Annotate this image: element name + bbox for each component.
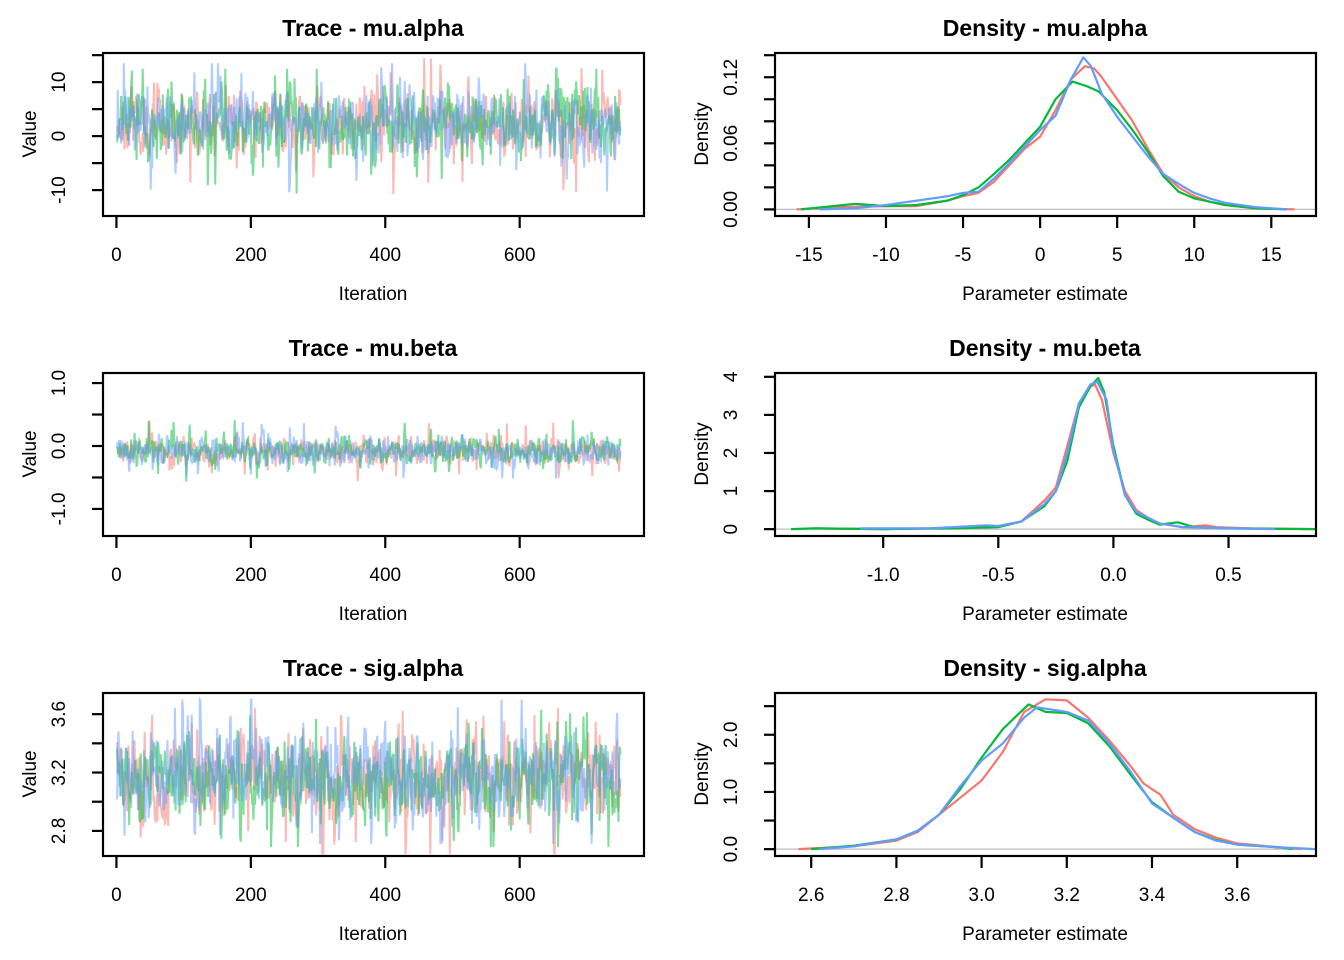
density-line-chain-2: [791, 376, 1316, 531]
density-line-chain-3: [860, 380, 1275, 531]
density-line-chain-3: [819, 706, 1316, 851]
y-axis-label: Value: [20, 430, 41, 477]
x-tick-label: 2.6: [798, 885, 824, 906]
plot-area: [775, 376, 1316, 531]
x-tick-label: 3.0: [968, 885, 994, 906]
y-tick-label: 1: [721, 486, 742, 497]
plot-area: [775, 698, 1316, 851]
plot-frame: [101, 691, 646, 858]
panel-title: Trace - mu.alpha: [282, 15, 464, 41]
x-tick-label: -5: [955, 245, 972, 266]
x-tick-label: -15: [795, 245, 822, 266]
x-tick-label: 400: [369, 245, 401, 266]
y-axis-label: Value: [20, 750, 41, 797]
y-tick-label: 3: [721, 410, 742, 421]
y-tick-label: 4: [721, 371, 742, 382]
panel-title: Density - mu.beta: [949, 335, 1141, 361]
x-axis-label: Parameter estimate: [962, 604, 1128, 625]
x-axis-label: Parameter estimate: [962, 284, 1128, 305]
y-tick-label: 0.00: [721, 191, 742, 228]
x-tick-label: -10: [872, 245, 899, 266]
y-tick-label: 2.8: [49, 818, 70, 844]
panel-trace-mu-beta: Trace - mu.beta Iteration Value 0 200 400 6…: [20, 335, 646, 625]
plot-area: [116, 696, 622, 855]
x-tick-label: 3.2: [1054, 885, 1080, 906]
x-tick-label: -0.5: [982, 565, 1015, 586]
density-line-chain-1: [796, 65, 1295, 211]
panel-density-sig-alpha: Density - sig.alpha Parameter estimate D…: [692, 655, 1318, 945]
plot-frame: [773, 691, 1318, 858]
x-tick-label: 10: [1184, 245, 1205, 266]
panel-title: Trace - mu.beta: [289, 335, 458, 361]
y-axis-label: Density: [692, 742, 713, 806]
y-tick-label: 1.0: [721, 779, 742, 805]
x-axis-label: Iteration: [339, 604, 408, 625]
x-tick-label: 600: [504, 885, 536, 906]
y-tick-label: 2.0: [721, 722, 742, 748]
x-axis-label: Parameter estimate: [962, 924, 1128, 945]
x-tick-label: -1.0: [867, 565, 900, 586]
x-axis-label: Iteration: [339, 284, 408, 305]
panel-title: Trace - sig.alpha: [283, 655, 463, 681]
y-tick-label: 2: [721, 448, 742, 459]
panel-trace-mu-alpha: Trace - mu.alpha Iteration Value 0 200 400…: [20, 15, 646, 305]
x-tick-label: 0: [1035, 245, 1046, 266]
y-tick-label: 1.0: [49, 370, 70, 396]
trace-line-chain-3: [116, 696, 622, 845]
plot-area: [775, 56, 1316, 211]
panel-title: Density - mu.alpha: [943, 15, 1148, 41]
plot-area: [116, 420, 622, 482]
x-tick-label: 400: [369, 885, 401, 906]
x-axis-label: Iteration: [339, 924, 408, 945]
x-tick-label: 2.8: [883, 885, 909, 906]
trace-line-chain-3: [116, 422, 622, 479]
x-tick-label: 600: [504, 565, 536, 586]
x-tick-label: 0: [111, 565, 122, 586]
y-tick-label: 0.06: [721, 125, 742, 162]
panel-trace-sig-alpha: Trace - sig.alpha Iteration Value 0 200 40…: [20, 655, 646, 945]
x-tick-label: 200: [235, 565, 267, 586]
y-tick-label: 0: [721, 524, 742, 535]
panel-title: Density - sig.alpha: [943, 655, 1146, 681]
x-tick-label: 400: [369, 565, 401, 586]
x-tick-label: 0: [111, 885, 122, 906]
x-tick-label: 200: [235, 885, 267, 906]
trace-line-chain-3: [116, 63, 622, 193]
y-tick-label: 3.6: [49, 701, 70, 727]
density-line-chain-2: [801, 80, 1287, 211]
x-tick-label: 5: [1112, 245, 1123, 266]
y-axis-label: Density: [692, 422, 713, 486]
y-tick-label: -1.0: [49, 493, 70, 526]
plot-area: [116, 57, 622, 195]
panel-density-mu-alpha: Density - mu.alpha Parameter estimate De…: [692, 15, 1318, 305]
x-tick-label: 0.5: [1215, 565, 1241, 586]
panel-density-mu-beta: Density - mu.beta Parameter estimate Den…: [692, 335, 1318, 625]
plot-frame: [101, 371, 646, 538]
y-tick-label: 0.0: [721, 836, 742, 862]
y-axis-label: Value: [20, 110, 41, 157]
density-line-chain-1: [814, 383, 1316, 531]
y-tick-label: 3.2: [49, 759, 70, 785]
x-tick-label: 0: [111, 245, 122, 266]
x-tick-label: 600: [504, 245, 536, 266]
density-line-chain-3: [819, 56, 1287, 211]
y-tick-label: 0.12: [721, 59, 742, 96]
x-tick-label: 0.0: [1100, 565, 1126, 586]
y-tick-label: 0.0: [49, 433, 70, 459]
plot-frame: [773, 51, 1318, 218]
x-tick-label: 200: [235, 245, 267, 266]
x-tick-label: 3.6: [1224, 885, 1250, 906]
density-line-chain-2: [811, 703, 1293, 851]
y-tick-label: 0: [49, 131, 70, 142]
density-line-chain-1: [798, 698, 1302, 851]
x-tick-label: 15: [1261, 245, 1282, 266]
plot-frame: [773, 371, 1318, 538]
y-tick-label: -10: [49, 176, 70, 203]
y-tick-label: 10: [49, 72, 70, 93]
y-axis-label: Density: [692, 102, 713, 166]
x-tick-label: 3.4: [1139, 885, 1166, 906]
plot-frame: [101, 51, 646, 218]
